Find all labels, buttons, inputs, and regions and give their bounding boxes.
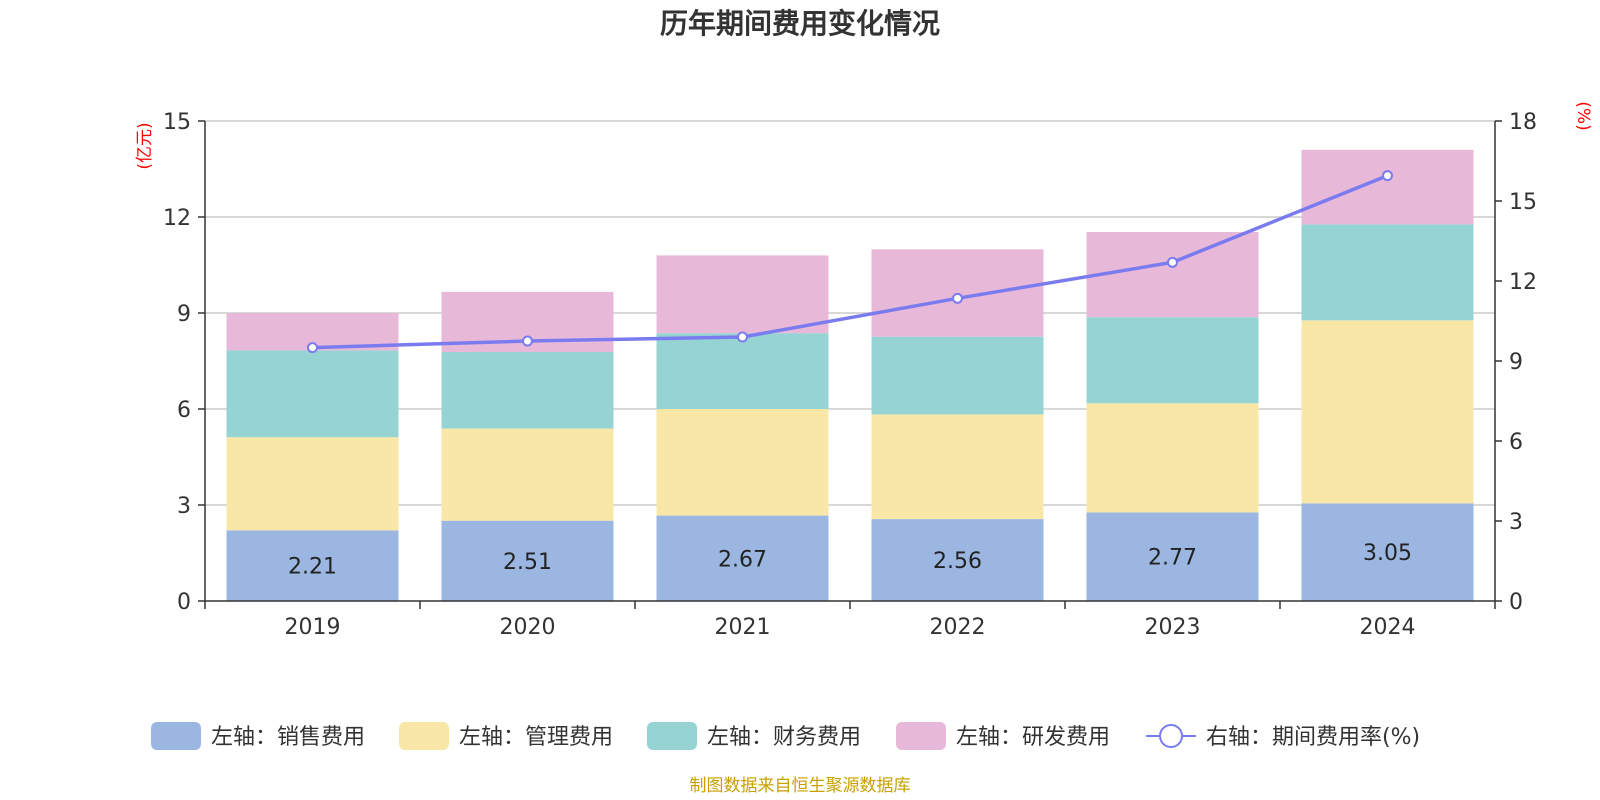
- right-tick-label: 9: [1509, 350, 1523, 375]
- data-label: 2.21: [288, 555, 337, 580]
- rate-point: [738, 333, 747, 342]
- legend-swatch-rd: [896, 722, 946, 750]
- bar-finance: [657, 333, 829, 409]
- rate-point: [1383, 171, 1392, 180]
- legend-swatch-admin: [399, 722, 449, 750]
- source-note: 制图数据来自恒生聚源数据库: [690, 776, 911, 796]
- chart: 历年期间费用变化情况 0 3 6 9 12 15 0 3 6 9 12 15 18 2019 2020 202…: [0, 0, 1600, 800]
- legend-label: 左轴：管理费用: [459, 725, 613, 750]
- right-tick-label: 0: [1509, 590, 1523, 615]
- x-tick-label: 2020: [500, 615, 556, 640]
- left-axis-unit: (亿元): [135, 122, 155, 169]
- right-tick-label: 6: [1509, 430, 1523, 455]
- data-label: 2.77: [1148, 546, 1197, 571]
- right-tick-label: 3: [1509, 510, 1523, 535]
- legend-label: 右轴：期间费用率(%): [1206, 725, 1420, 750]
- legend: 左轴：销售费用 左轴：管理费用 左轴：财务费用 左轴：研发费用 右轴：期间费用率(%): [151, 722, 1420, 750]
- bar-finance: [227, 350, 399, 437]
- legend-marker-icon: [1160, 725, 1182, 747]
- right-tick-label: 18: [1509, 110, 1537, 135]
- x-tick-label: 2024: [1360, 615, 1416, 640]
- right-axis-unit: (%): [1573, 101, 1593, 130]
- bar-admin: [657, 409, 829, 516]
- left-tick-label: 3: [177, 494, 191, 519]
- bar-rd: [1087, 232, 1259, 317]
- bar-finance: [872, 337, 1044, 415]
- bar-admin: [872, 414, 1044, 519]
- rate-point: [953, 294, 962, 303]
- left-tick-label: 15: [163, 110, 191, 135]
- bar-finance: [1302, 224, 1474, 320]
- bar-rd: [657, 255, 829, 333]
- right-tick-label: 12: [1509, 270, 1537, 295]
- left-tick-label: 9: [177, 302, 191, 327]
- legend-label: 左轴：财务费用: [707, 725, 861, 750]
- right-tick-label: 15: [1509, 190, 1537, 215]
- legend-swatch-finance: [647, 722, 697, 750]
- left-tick-label: 6: [177, 398, 191, 423]
- left-tick-label: 0: [177, 590, 191, 615]
- bar-rd: [1302, 150, 1474, 225]
- x-tick-label: 2019: [285, 615, 341, 640]
- data-label: 2.56: [933, 549, 982, 574]
- bar-finance: [442, 352, 614, 428]
- legend-swatch-sales: [151, 722, 201, 750]
- bar-admin: [442, 429, 614, 521]
- x-tick-label: 2021: [715, 615, 771, 640]
- rate-point: [1168, 258, 1177, 267]
- legend-label: 左轴：销售费用: [211, 725, 365, 750]
- data-label: 3.05: [1363, 541, 1412, 566]
- bar-admin: [227, 437, 399, 530]
- data-label: 2.67: [718, 547, 767, 572]
- bar-admin: [1087, 403, 1259, 512]
- x-tick-label: 2022: [930, 615, 986, 640]
- rate-point: [308, 343, 317, 352]
- chart-title: 历年期间费用变化情况: [660, 7, 940, 40]
- left-tick-label: 12: [163, 206, 191, 231]
- rate-point: [523, 337, 532, 346]
- bar-finance: [1087, 317, 1259, 403]
- legend-label: 左轴：研发费用: [956, 725, 1110, 750]
- data-label: 2.51: [503, 550, 552, 575]
- x-tick-label: 2023: [1145, 615, 1201, 640]
- bar-admin: [1302, 320, 1474, 503]
